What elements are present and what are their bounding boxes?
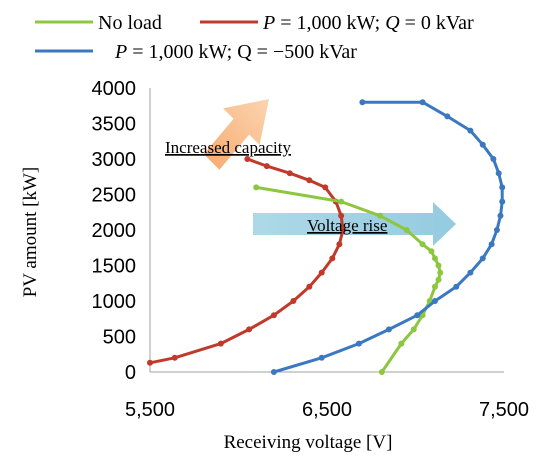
data-point-p1000q500 — [467, 269, 474, 276]
series-line-p1000q0 — [149, 157, 345, 365]
series-layer — [147, 99, 506, 375]
x-tick-label: 5,500 — [125, 399, 175, 421]
legend-label-p1000q0: P = 1,000 kW; Q = 0 kVar — [262, 12, 474, 34]
y-tick-label: 2500 — [92, 185, 137, 207]
data-point-p1000q0 — [263, 163, 270, 170]
y-tick-label: 3000 — [92, 149, 137, 171]
y-tick-label: 4000 — [92, 78, 137, 100]
annotation-increased-capacity: Increased capacity — [165, 138, 291, 157]
data-point-noload — [403, 227, 410, 233]
voltage-rise-arrow — [253, 202, 456, 246]
data-point-noload — [253, 184, 260, 191]
data-point-p1000q0 — [270, 312, 277, 319]
data-point-p1000q0 — [306, 177, 313, 184]
data-point-p1000q500 — [355, 340, 362, 347]
y-tick-label: 1500 — [92, 256, 137, 278]
legend-label-noload: No load — [98, 12, 162, 34]
data-point-noload — [410, 326, 417, 333]
data-point-p1000q0 — [290, 298, 297, 304]
y-axis-label: PV amount [kW] — [20, 167, 41, 298]
data-point-noload — [338, 198, 345, 205]
data-point-p1000q500 — [270, 369, 277, 375]
data-point-p1000q500 — [490, 156, 497, 162]
data-point-p1000q0 — [286, 170, 293, 177]
annotation-voltage-rise: Voltage rise — [307, 216, 387, 235]
legend: No load P = 1,000 kW; Q = 0 kVar P = 1,0… — [35, 12, 474, 63]
data-point-p1000q0 — [217, 340, 224, 347]
x-axis-label: Receiving voltage [V] — [224, 432, 393, 453]
data-point-p1000q500 — [419, 99, 426, 106]
data-point-p1000q500 — [497, 212, 504, 219]
data-point-noload — [419, 241, 426, 248]
data-point-p1000q0 — [246, 326, 253, 333]
data-point-noload — [428, 248, 435, 255]
data-point-p1000q0 — [244, 156, 251, 162]
series-p1000q0 — [147, 156, 346, 366]
data-point-p1000q0 — [329, 255, 336, 262]
series-p1000q500 — [270, 99, 506, 375]
data-point-p1000q0 — [338, 212, 345, 219]
x-tick-label: 7,500 — [479, 399, 529, 421]
data-point-p1000q500 — [495, 170, 502, 177]
legend-label-p1000q500: P = 1,000 kW; Q = −500 kVar — [114, 41, 357, 63]
data-point-p1000q0 — [339, 227, 346, 233]
data-point-p1000q0 — [318, 269, 325, 276]
data-point-p1000q500 — [493, 227, 500, 233]
data-point-p1000q0 — [336, 241, 343, 248]
data-point-noload — [398, 340, 405, 347]
data-point-noload — [378, 369, 385, 375]
data-point-p1000q0 — [322, 184, 329, 191]
data-point-p1000q500 — [499, 198, 506, 205]
data-point-p1000q500 — [467, 127, 474, 134]
data-point-p1000q500 — [431, 298, 438, 304]
data-point-p1000q0 — [171, 354, 178, 361]
x-tick-label: 6,500 — [302, 399, 352, 421]
data-point-p1000q500 — [359, 99, 366, 106]
y-tick-label: 2000 — [92, 220, 137, 242]
data-point-noload — [431, 283, 438, 290]
data-point-noload — [437, 269, 444, 276]
series-noload — [253, 184, 444, 375]
increased-capacity-arrow — [203, 99, 269, 170]
x-tick-labels: 5,500 6,500 7,500 — [125, 399, 529, 421]
data-point-p1000q0 — [306, 283, 313, 290]
y-tick-label: 3500 — [92, 114, 137, 136]
data-point-p1000q500 — [479, 141, 486, 148]
y-tick-label: 500 — [103, 327, 136, 349]
data-point-p1000q500 — [479, 255, 486, 262]
data-point-noload — [377, 212, 384, 219]
series-line-noload — [255, 185, 442, 373]
data-point-p1000q500 — [414, 312, 421, 319]
data-point-noload — [435, 262, 442, 269]
data-point-noload — [431, 255, 438, 262]
y-tick-label: 1000 — [92, 291, 137, 313]
data-point-p1000q500 — [444, 113, 451, 120]
data-point-p1000q0 — [147, 359, 153, 366]
y-tick-label: 0 — [125, 362, 136, 384]
data-point-p1000q500 — [453, 283, 460, 290]
data-point-p1000q500 — [488, 241, 495, 248]
data-point-noload — [435, 276, 442, 283]
data-point-p1000q500 — [499, 184, 506, 191]
data-point-p1000q500 — [385, 326, 392, 333]
y-tick-labels: 0 500 1000 1500 2000 2500 3000 3500 4000 — [92, 78, 137, 384]
data-point-p1000q500 — [318, 354, 325, 361]
